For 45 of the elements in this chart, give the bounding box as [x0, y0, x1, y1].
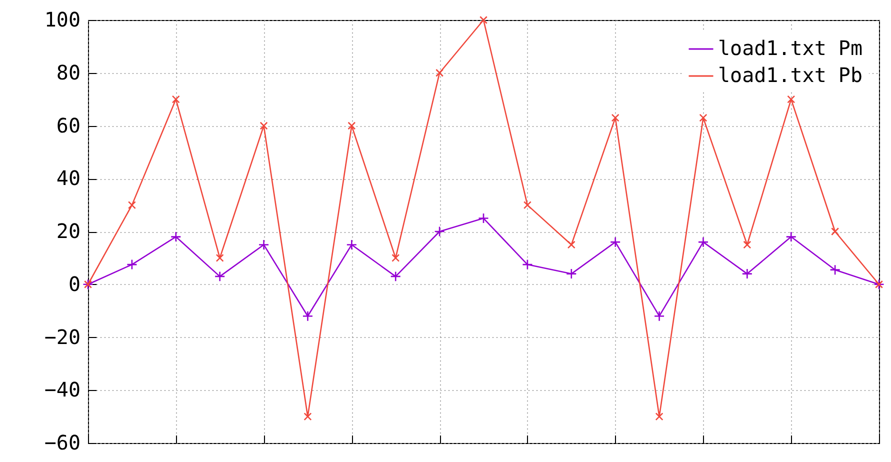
point [831, 227, 840, 236]
point [567, 240, 576, 249]
point [478, 212, 489, 224]
point [523, 201, 532, 210]
point [302, 310, 314, 322]
point [434, 226, 445, 237]
y-tick-label: 60 [56, 113, 80, 138]
point [522, 259, 533, 270]
point [743, 240, 752, 249]
point [214, 271, 226, 282]
point [698, 236, 709, 248]
y-tick-label: 80 [56, 60, 80, 84]
point [655, 412, 664, 421]
point [170, 231, 182, 242]
point [830, 264, 840, 276]
y-tick-label: 100 [44, 8, 80, 32]
point [128, 201, 136, 210]
y-tick-label: 20 [56, 219, 80, 243]
point [787, 95, 796, 104]
y-tick-label: 40 [56, 166, 80, 190]
point [126, 259, 138, 270]
point [610, 236, 621, 248]
point [742, 268, 753, 280]
point [258, 239, 270, 250]
y-tick-label: 0 [68, 272, 80, 296]
legend-label: load1.txt Pm [718, 36, 862, 60]
y-tick-label: −20 [44, 324, 80, 349]
legend-label: load1.txt Pb [718, 63, 862, 87]
point [390, 271, 402, 282]
y-tick-label: −40 [44, 378, 80, 402]
point [566, 268, 577, 280]
point [654, 310, 665, 322]
point [260, 122, 268, 130]
point [392, 254, 400, 262]
point [216, 254, 224, 262]
point [172, 95, 180, 104]
point [348, 122, 356, 130]
point [786, 231, 797, 242]
point [699, 114, 708, 122]
point [611, 114, 620, 122]
point [436, 68, 444, 77]
point [479, 16, 488, 24]
point [304, 412, 312, 421]
point [346, 239, 358, 250]
y-tick-label: −60 [44, 430, 80, 454]
